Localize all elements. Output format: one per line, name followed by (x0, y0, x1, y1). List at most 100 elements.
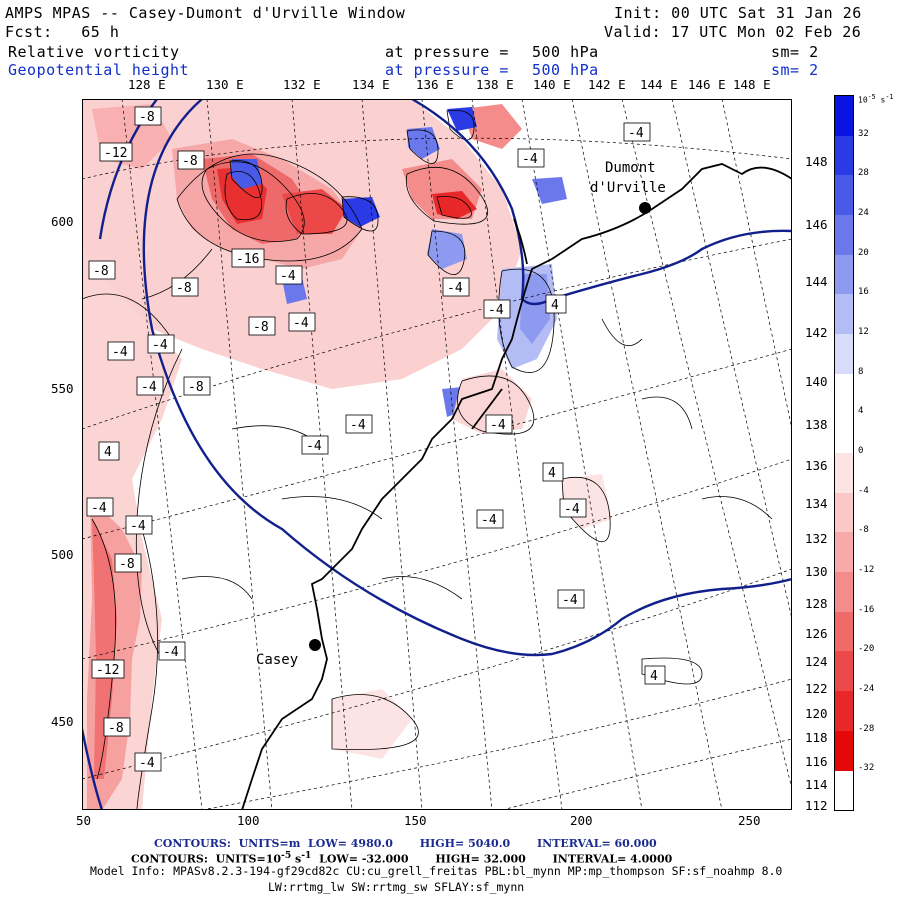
y-tick-label: 550 (51, 381, 74, 396)
contour-labels: -8 -12 -8 -16 -4 -8 -8 -4 -8 -4 -4 -4 -4… (86, 106, 666, 772)
colorbar-segment (835, 651, 853, 692)
contour-label: -4 (485, 414, 513, 434)
svg-text:-4: -4 (350, 418, 366, 433)
lon-label: 128 E (128, 77, 166, 92)
field2-level: 500 hPa (532, 61, 599, 79)
svg-text:-4: -4 (141, 380, 157, 395)
svg-text:-8: -8 (93, 264, 109, 279)
station-name-dumont: Dumont (605, 160, 656, 176)
contour-label: -4 (147, 334, 175, 354)
contour-label: -4 (134, 752, 162, 772)
colorbar-segment (835, 413, 853, 454)
svg-text:-4: -4 (306, 439, 322, 454)
field1-level-label: at pressure = (385, 43, 509, 61)
contour-label: 4 (545, 294, 567, 314)
contour-label: -4 (345, 414, 373, 434)
graticule (82, 99, 792, 810)
negative-vorticity-region (332, 689, 412, 759)
positive-vorticity-region (532, 177, 567, 204)
contour-label: -8 (171, 277, 199, 297)
svg-text:-16: -16 (236, 252, 259, 267)
lon-label: 130 E (206, 77, 244, 92)
contour-label: -16 (231, 248, 265, 268)
lon-label: 138 E (476, 77, 514, 92)
lon-label: 136 E (416, 77, 454, 92)
svg-text:4: 4 (104, 445, 112, 460)
colorbar-segment (835, 175, 853, 216)
init-time: Init: 00 UTC Sat 31 Jan 26 (614, 4, 862, 22)
model-physics-info: LW:rrtmg_lw SW:rrtmg_sw SFLAY:sf_mynn (268, 880, 525, 894)
positive-vorticity-region (342, 197, 380, 227)
contour-label: -4 (86, 497, 114, 517)
colorbar-segment (835, 691, 853, 732)
negative-vorticity-region (462, 104, 522, 149)
field2-level-label: at pressure = (385, 61, 509, 79)
lon-label: 146 E (688, 77, 726, 92)
colorbar-label: -8 (858, 525, 869, 536)
contour-label: -4 (623, 122, 651, 142)
svg-text:-8: -8 (253, 320, 269, 335)
colorbar-label: -24 (858, 684, 875, 694)
colorbar-label: 8 (858, 366, 864, 377)
svg-text:-4: -4 (163, 645, 179, 660)
contour-label: -4 (301, 435, 329, 455)
svg-text:-4: -4 (562, 593, 578, 608)
lon-label: 134 E (352, 77, 390, 92)
contour-label: -4 (517, 148, 545, 168)
colorbar-segment (835, 532, 853, 573)
positive-vorticity-region (427, 229, 467, 269)
contour-label: -4 (125, 515, 153, 535)
lon-label: 144 E (640, 77, 678, 92)
contour-label: -4 (158, 641, 186, 661)
contour-label: 4 (644, 665, 666, 685)
vorticity-contour-info: CONTOURS: UNITS=10-5 s-1 LOW= -32.000 HI… (131, 850, 673, 866)
x-tick-label: 100 (237, 813, 260, 828)
colorbar-label: -4 (858, 485, 869, 496)
svg-text:-4: -4 (152, 338, 168, 353)
negative-vorticity-region (432, 191, 477, 219)
contour-label: -8 (114, 553, 142, 573)
colorbar-segment (835, 254, 853, 296)
svg-text:-12: -12 (104, 146, 127, 161)
forecast-hour: Fcst: 65 h (5, 23, 120, 41)
svg-text:-8: -8 (176, 281, 192, 296)
field2-smooth: sm= 2 (771, 61, 819, 79)
height-contour-4980 (142, 99, 792, 657)
map-title: AMPS MPAS -- Casey-Dumont d'Urville Wind… (5, 4, 406, 22)
svg-text:-4: -4 (522, 152, 538, 167)
contour-label: -4 (559, 498, 587, 518)
contour-label: -4 (442, 277, 470, 297)
svg-text:-8: -8 (139, 110, 155, 125)
colorbar-segment (835, 492, 853, 534)
field1-level: 500 hPa (532, 43, 599, 61)
vorticity-map: Dumont d'Urville Casey -8 -12 -8 -16 -4 … (82, 99, 792, 810)
svg-text:-12: -12 (96, 663, 119, 678)
colorbar-label: 20 (858, 247, 869, 258)
positive-vorticity-region (230, 159, 262, 189)
colorbar-label: 28 (858, 168, 869, 179)
field1-name: Relative vorticity (8, 43, 180, 61)
svg-text:4: 4 (551, 298, 559, 313)
svg-text:-4: -4 (139, 756, 155, 771)
x-tick-label: 200 (570, 813, 593, 828)
x-tick-label: 150 (404, 813, 427, 828)
colorbar-label: 4 (858, 406, 864, 417)
svg-text:-4: -4 (488, 303, 504, 318)
colorbar-label: -32 (858, 763, 875, 774)
y-tick-label: 450 (51, 714, 74, 729)
contour-label: -8 (103, 717, 131, 737)
height-contour-info: CONTOURS: UNITS=m LOW= 4980.0 HIGH= 5040… (154, 837, 657, 850)
colorbar-segment (835, 96, 853, 137)
colorbar-segment (835, 373, 853, 415)
positive-vorticity-region (447, 107, 477, 131)
contour-label: -8 (183, 376, 211, 396)
svg-text:-4: -4 (628, 126, 644, 141)
colorbar-label: 24 (858, 208, 869, 218)
colorbar-segment (835, 215, 853, 256)
svg-text:-4: -4 (91, 501, 107, 516)
colorbar-segment (835, 453, 853, 494)
negative-vorticity-region (92, 519, 117, 779)
contour-label: -12 (91, 659, 125, 679)
y-tick-label: 500 (51, 547, 74, 562)
contour-label: -8 (134, 106, 162, 126)
